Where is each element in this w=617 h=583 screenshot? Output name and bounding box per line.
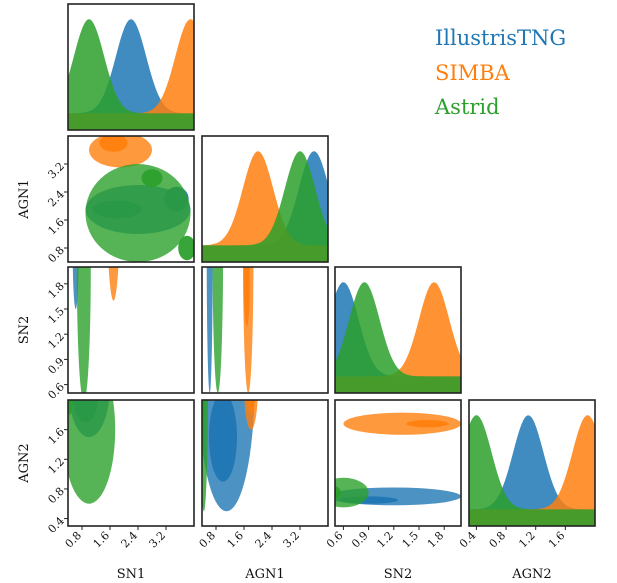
contour-astrid-inner-1 (335, 485, 341, 500)
y-tick-label-sn2: 1.2 (45, 330, 67, 352)
y-tick-label-agn1: 3.2 (45, 160, 67, 182)
density-simba-agn2 (469, 415, 595, 526)
panel-frame (67, 266, 195, 394)
density-astrid-agn2 (469, 415, 595, 526)
x-tick-label-agn1: 0.8 (197, 529, 219, 551)
y-tick-label-agn2: 1.2 (45, 455, 67, 477)
x-tick-label-agn2: 0.4 (457, 529, 479, 551)
x-tick-label-agn2: 1.6 (546, 529, 568, 551)
panel-sn1-sn1 (67, 3, 195, 131)
y-tick-label-agn2: 1.6 (45, 425, 67, 447)
contour-simba-inner-1 (99, 136, 128, 152)
panel-frame (468, 399, 596, 527)
density-simba-sn2 (335, 282, 461, 393)
density-simba-agn1 (202, 151, 328, 262)
panel-frame (201, 135, 329, 263)
contour-illustristng-outer-0 (206, 267, 213, 393)
y-tick-label-agn1: 0.8 (45, 244, 67, 266)
x-tick-label-agn1: 3.2 (281, 529, 303, 551)
x-axis-label-sn1: SN1 (117, 567, 146, 582)
y-axis-label-sn2: SN2 (17, 316, 32, 345)
x-tick-label-sn1: 1.6 (91, 529, 113, 551)
panel-frame (334, 399, 462, 527)
x-tick-label-agn2: 1.2 (516, 529, 538, 551)
y-tick-label-sn2: 1.8 (45, 280, 67, 302)
panel-frame (67, 399, 195, 527)
density-illustristng-sn1 (68, 19, 194, 130)
x-tick-label-sn2: 1.5 (400, 529, 422, 551)
contour-simba-inner-1 (247, 400, 255, 415)
legend: IllustrisTNG SIMBA Astrid (434, 26, 566, 119)
panel-frame (67, 135, 195, 263)
panel-frame (201, 399, 329, 527)
contour-simba-outer-0 (343, 412, 461, 435)
contour-astrid-outer-0 (76, 267, 91, 393)
x-tick-label-agn1: 2.4 (253, 529, 275, 551)
y-axis-label-agn1: AGN1 (17, 179, 32, 219)
contour-astrid-inner-1 (178, 235, 194, 261)
panel-frame (201, 266, 329, 394)
contour-simba-inner-1 (243, 267, 250, 326)
legend-entry-illustristng: IllustrisTNG (435, 26, 566, 50)
density-astrid-agn1 (202, 151, 328, 262)
y-axis-label-agn2: AGN2 (17, 443, 32, 483)
contour-astrid-inner-1 (68, 400, 73, 415)
panel-frame (334, 266, 462, 394)
panel-agn2-agn2: 0.4 0.8 1.2 1.6 AGN2 (457, 399, 596, 582)
panel-sn1-agn1: 0.8 1.6 2.4 3.2 AGN1 (17, 135, 195, 266)
contour-astrid-outer-0 (202, 400, 208, 512)
panel-sn2-agn2: 0.6 0.9 1.2 1.5 1.8 SN2 (324, 399, 462, 582)
panel-frame (67, 3, 195, 131)
density-astrid-sn2 (335, 282, 461, 393)
y-tick-label-agn2: 0.8 (45, 485, 67, 507)
contour-astrid-inner-2 (141, 169, 163, 187)
contour-simba-outer-0 (244, 400, 258, 430)
y-tick-label-sn2: 0.9 (45, 355, 67, 377)
x-axis-label-sn2: SN2 (384, 567, 413, 582)
panel-agn1-agn1 (201, 135, 329, 263)
legend-entry-simba: SIMBA (435, 61, 511, 85)
x-tick-label-sn1: 0.8 (63, 529, 85, 551)
contour-astrid-outer-0 (85, 164, 191, 262)
y-tick-label-sn2: 0.6 (45, 380, 67, 402)
x-tick-label-sn2: 1.8 (425, 529, 447, 551)
panel-sn2-sn2 (334, 266, 462, 394)
contour-astrid-outer-0 (68, 400, 116, 504)
x-axis-label-agn2: AGN2 (511, 567, 551, 582)
contour-astrid-outer-0 (335, 477, 369, 508)
density-simba-sn1 (68, 19, 194, 130)
y-tick-label-agn1: 2.4 (45, 188, 67, 210)
legend-entry-astrid: Astrid (434, 95, 500, 119)
contour-simba-inner-1 (406, 420, 449, 428)
x-tick-label-agn2: 0.8 (487, 529, 509, 551)
x-tick-label-sn1: 2.4 (119, 529, 141, 551)
x-tick-label-agn1: 1.6 (225, 529, 247, 551)
panel-agn1-sn2 (201, 166, 329, 394)
contour-simba-outer-0 (108, 267, 119, 301)
y-tick-label-agn2: 0.4 (45, 514, 67, 536)
density-astrid-sn1 (68, 19, 194, 130)
y-tick-label-sn2: 1.5 (45, 305, 67, 327)
panel-sn1-sn2: 0.6 0.9 1.2 1.5 1.8 SN2 (17, 266, 195, 402)
x-tick-label-sn2: 1.2 (374, 529, 396, 551)
contour-astrid-outer-0 (212, 267, 224, 393)
x-tick-label-sn1: 3.2 (147, 529, 169, 551)
contour-astrid-inner-1 (215, 166, 221, 233)
panel-agn1-agn2: 0.8 1.6 2.4 3.2 AGN1 (197, 399, 329, 582)
x-axis-label-agn1: AGN1 (244, 567, 284, 582)
y-tick-label-agn1: 1.6 (45, 216, 67, 238)
contour-illustristng-inner-1 (209, 400, 237, 482)
x-tick-label-sn2: 0.9 (349, 529, 371, 551)
x-tick-label-sn2: 0.6 (324, 529, 346, 551)
